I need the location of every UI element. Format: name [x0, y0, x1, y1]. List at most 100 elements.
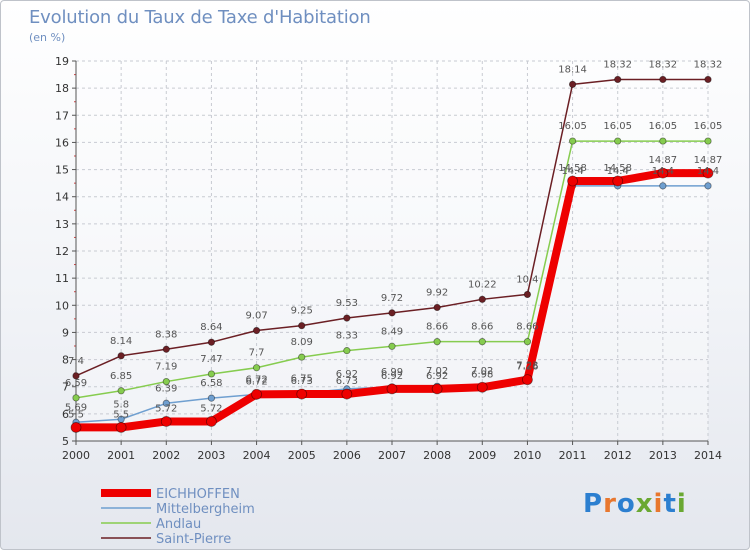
y-tick-label: 10 — [55, 299, 69, 312]
data-point-saint-pierre — [388, 309, 396, 317]
data-label-eichhoffen: 5.72 — [155, 403, 177, 414]
x-tick-label: 2003 — [197, 449, 225, 462]
x-tick-label: 2005 — [288, 449, 316, 462]
data-point-eichhoffen — [702, 167, 714, 179]
data-point-andlau — [523, 338, 532, 346]
x-tick-label: 2000 — [62, 449, 90, 462]
data-label-eichhoffen: 6.92 — [381, 371, 403, 382]
data-label-eichhoffen: 5.5 — [113, 409, 129, 420]
data-label-saint-pierre: 7.4 — [68, 356, 84, 367]
data-label-eichhoffen: 6.98 — [471, 369, 493, 380]
y-tick-label: 11 — [55, 272, 69, 285]
y-tick-label: 16 — [55, 136, 69, 149]
data-point-eichhoffen — [386, 383, 398, 395]
data-label-mittelbergheim: 14.4 — [561, 166, 583, 177]
legend-label-saint-pierre: Saint-Pierre — [156, 532, 231, 547]
data-label-andlau: 16.05 — [558, 121, 587, 132]
data-point-andlau — [252, 364, 261, 372]
y-tick-label: 13 — [55, 218, 69, 231]
x-tick-label: 2008 — [423, 449, 451, 462]
y-tick-label: 6 — [62, 408, 69, 421]
data-label-andlau: 8.66 — [471, 322, 493, 333]
data-point-andlau — [388, 342, 396, 350]
data-point-saint-pierre — [72, 372, 80, 380]
data-label-andlau: 8.66 — [426, 322, 448, 333]
data-label-mittelbergheim: 14.4 — [652, 166, 674, 177]
data-point-andlau — [298, 353, 306, 361]
data-point-eichhoffen — [341, 388, 353, 400]
data-label-saint-pierre: 18.32 — [694, 59, 723, 70]
data-label-saint-pierre: 10.4 — [516, 274, 538, 285]
data-point-andlau — [614, 137, 622, 145]
data-label-andlau: 6.85 — [110, 371, 132, 382]
data-label-mittelbergheim: 6.75 — [291, 374, 313, 385]
data-point-saint-pierre — [298, 322, 306, 330]
x-tick-label: 2011 — [559, 449, 587, 462]
data-label-saint-pierre: 9.53 — [336, 298, 358, 309]
legend-label-eichhoffen: EICHHOFFEN — [156, 487, 240, 502]
data-point-andlau — [659, 137, 667, 145]
data-label-andlau: 8.09 — [291, 337, 313, 348]
data-label-andlau: 16.05 — [603, 121, 632, 132]
data-label-mittelbergheim: 14.4 — [607, 166, 629, 177]
chart-title: Evolution du Taux de Taxe d'Habitation — [29, 7, 371, 28]
data-label-saint-pierre: 8.14 — [110, 336, 132, 347]
y-tick-label: 15 — [55, 164, 69, 177]
data-label-saint-pierre: 8.38 — [155, 329, 177, 340]
data-point-andlau — [433, 338, 441, 346]
data-point-saint-pierre — [343, 314, 351, 322]
data-label-eichhoffen: 5.5 — [68, 409, 84, 420]
data-point-saint-pierre — [117, 352, 125, 360]
data-label-eichhoffen: 14.58 — [558, 163, 587, 174]
data-point-saint-pierre — [478, 295, 486, 303]
data-label-mittelbergheim: 5.69 — [65, 402, 87, 413]
data-point-eichhoffen — [657, 167, 669, 179]
x-tick-label: 2012 — [604, 449, 632, 462]
data-label-andlau: 16.05 — [694, 121, 723, 132]
y-tick-label: 7 — [62, 381, 69, 394]
plot-area — [76, 61, 708, 441]
data-label-mittelbergheim: 7.02 — [471, 366, 493, 377]
data-label-eichhoffen: 5.72 — [200, 403, 222, 414]
x-tick-label: 2006 — [333, 449, 361, 462]
data-point-andlau — [704, 137, 712, 145]
x-tick-label: 2004 — [243, 449, 271, 462]
data-label-eichhoffen: 6.92 — [426, 371, 448, 382]
x-tick-label: 2010 — [513, 449, 541, 462]
data-label-mittelbergheim: 7.02 — [426, 366, 448, 377]
data-point-eichhoffen — [70, 422, 82, 433]
data-label-saint-pierre: 9.92 — [426, 287, 448, 298]
y-tick-label: 8 — [62, 354, 69, 367]
data-label-saint-pierre: 9.07 — [245, 311, 267, 322]
data-point-eichhoffen — [476, 381, 488, 393]
data-label-saint-pierre: 18.32 — [649, 59, 678, 70]
data-point-eichhoffen — [160, 416, 172, 427]
data-point-saint-pierre — [252, 326, 261, 335]
data-label-saint-pierre: 9.25 — [291, 306, 313, 317]
x-tick-label: 2002 — [152, 449, 180, 462]
data-point-eichhoffen — [296, 388, 308, 400]
y-tick-label: 19 — [55, 55, 69, 68]
data-label-saint-pierre: 8.64 — [200, 322, 222, 333]
data-point-saint-pierre — [162, 345, 170, 353]
x-tick-label: 2007 — [378, 449, 406, 462]
y-tick-label: 14 — [55, 191, 69, 204]
data-label-mittelbergheim: 5.8 — [113, 399, 129, 410]
data-label-saint-pierre: 9.72 — [381, 293, 403, 304]
data-label-eichhoffen: 6.72 — [245, 376, 267, 387]
data-label-eichhoffen: 14.87 — [694, 155, 723, 166]
data-point-saint-pierre — [523, 290, 532, 299]
data-label-eichhoffen: 6.73 — [336, 376, 358, 387]
y-tick-label: 5 — [62, 435, 69, 448]
data-point-eichhoffen — [567, 175, 578, 187]
data-label-andlau: 7.7 — [249, 348, 265, 359]
data-point-eichhoffen — [612, 175, 624, 187]
unit-label: (en %) — [29, 31, 66, 44]
y-tick-label: 12 — [55, 245, 69, 258]
data-point-andlau — [117, 387, 125, 395]
data-label-andlau: 7.47 — [200, 354, 222, 365]
data-label-mittelbergheim: 14.4 — [697, 166, 719, 177]
data-point-mittelbergheim — [207, 394, 216, 402]
data-label-andlau: 7.19 — [155, 362, 177, 373]
